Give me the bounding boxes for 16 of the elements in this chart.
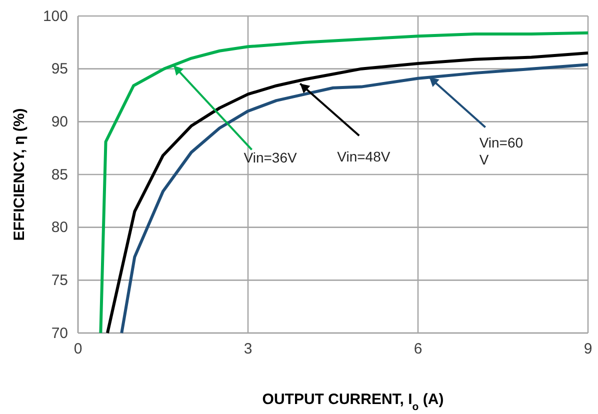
y-tick-label: 70 [51,324,68,342]
y-tick-label: 80 [51,219,68,236]
y-axis-title: EFFICIENCY, η (%) [11,108,28,241]
y-tick-label: 95 [51,60,68,78]
y-tick-label: 75 [51,272,68,289]
x-tick-label: 9 [584,340,592,358]
y-tick-label: 90 [51,113,68,130]
x-tick-label: 3 [244,340,252,358]
y-tick-label: 85 [51,166,68,184]
x-tick-label: 6 [414,340,422,358]
annotation: Vin=60 V [479,134,524,168]
x-tick-label: 0 [74,340,82,358]
annotation: Vin=36V [244,150,298,166]
x-axis-title: OUTPUT CURRENT, I$_{o}$ (A) [262,391,444,413]
annotation: Vin=48V [337,148,391,165]
y-tick-label: 100 [42,8,68,25]
